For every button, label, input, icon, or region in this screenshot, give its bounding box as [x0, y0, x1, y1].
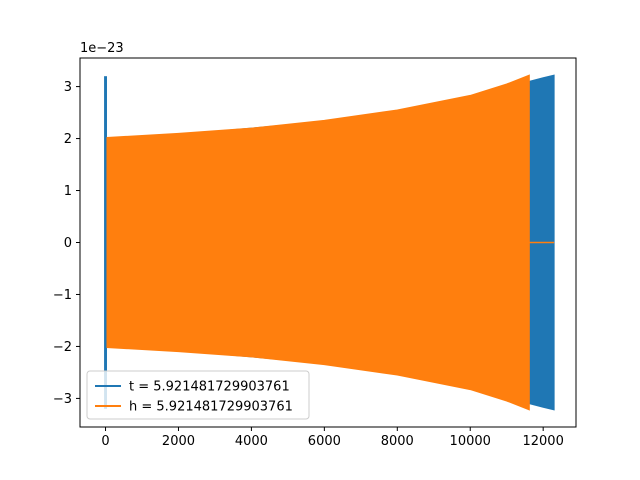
- legend-label: t = 5.921481729903761: [129, 380, 290, 395]
- legend-label: h = 5.921481729903761: [129, 400, 293, 415]
- x-tick-label: 10000: [450, 434, 491, 449]
- y-tick-label: 2: [64, 132, 72, 147]
- x-tick-label: 2000: [162, 434, 195, 449]
- x-tick-label: 0: [101, 434, 109, 449]
- x-tick-label: 8000: [381, 434, 414, 449]
- y-tick-label: −3: [53, 392, 72, 407]
- y-tick-label: −2: [53, 340, 72, 355]
- y-tick-label: −1: [53, 288, 72, 303]
- y-tick-label: 0: [64, 236, 72, 251]
- y-tick-label: 1: [64, 184, 72, 199]
- y-tick-label: 3: [64, 80, 72, 95]
- x-tick-label: 4000: [235, 434, 268, 449]
- series-h-band: [106, 74, 530, 411]
- x-axis: 0 2000 4000 6000 8000 10000 12000: [101, 427, 564, 449]
- series-t-spike: [104, 76, 107, 409]
- legend-box: [86, 370, 310, 420]
- y-offset-text: 1e−23: [80, 41, 124, 56]
- y-axis: −3 −2 −1 0 1 2 3: [53, 80, 80, 407]
- x-tick-label: 12000: [522, 434, 563, 449]
- x-tick-label: 6000: [308, 434, 341, 449]
- plot-area: [104, 74, 555, 411]
- legend: t = 5.921481729903761 h = 5.9214817299037…: [86, 370, 310, 420]
